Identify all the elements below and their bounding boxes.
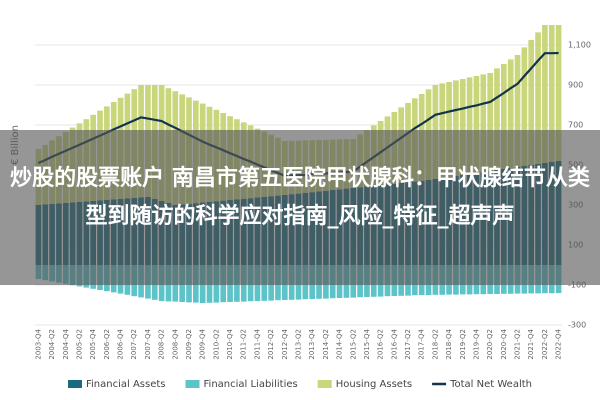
legend-swatch [68, 380, 82, 388]
bar [480, 74, 487, 172]
x-tick-label: 2009-Q4 [199, 328, 207, 359]
x-tick-label: 2013-Q4 [308, 328, 316, 359]
legend-swatch [317, 380, 332, 388]
x-tick-label: 2009-Q2 [185, 329, 193, 360]
x-tick-label: 2021-Q2 [514, 329, 522, 360]
bar [542, 25, 548, 163]
x-tick-label: 2011-Q2 [240, 329, 248, 360]
x-tick-label: 2019-Q2 [459, 329, 467, 360]
bar [507, 59, 514, 168]
x-tick-label: 2006-Q2 [103, 329, 111, 360]
y-tick-label: 1,100 [568, 41, 591, 50]
x-tick-label: 2007-Q4 [144, 328, 152, 359]
x-tick-label: 2017-Q4 [418, 328, 426, 359]
y-tick-label: 900 [568, 81, 583, 90]
bar [453, 80, 459, 176]
legend-label: Total Net Wealth [449, 379, 532, 390]
x-tick-label: 2012-Q4 [281, 328, 289, 359]
bar [487, 73, 493, 171]
x-tick-label: 2012-Q2 [267, 329, 275, 360]
x-tick-label: 2022-Q4 [555, 328, 563, 359]
y-tick-label: -100 [568, 281, 586, 290]
x-tick-label: 2011-Q4 [253, 328, 261, 359]
bar [501, 64, 507, 169]
bar [446, 82, 452, 177]
x-tick-label: 2014-Q4 [336, 328, 344, 359]
x-tick-label: 2018-Q2 [431, 329, 439, 360]
overlay-band [0, 130, 600, 285]
bar [521, 47, 528, 166]
bar [466, 77, 473, 174]
bar [494, 68, 500, 170]
x-tick-label: 2016-Q2 [377, 329, 385, 360]
bar [535, 32, 541, 165]
x-tick-label: 2019-Q4 [472, 328, 480, 359]
bar [514, 55, 521, 167]
x-tick-label: 2021-Q4 [527, 328, 535, 359]
x-tick-label: 2013-Q2 [295, 329, 303, 360]
overlay-title: 炒股的股票账户 南昌市第五医院甲状腺科：甲状腺结节从类型到随访的科学应对指南_风… [10, 166, 590, 229]
x-tick-label: 2008-Q4 [171, 328, 179, 359]
x-tick-label: 2006-Q4 [117, 328, 125, 359]
bar [548, 25, 555, 162]
x-tick-label: 2016-Q4 [390, 328, 398, 359]
bar [528, 40, 535, 165]
x-tick-label: 2020-Q2 [486, 329, 494, 360]
x-tick-label: 2004-Q2 [48, 329, 56, 360]
x-tick-label: 2004-Q4 [62, 328, 70, 359]
x-tick-label: 2005-Q2 [75, 329, 83, 360]
x-tick-label: 2005-Q4 [89, 328, 97, 359]
x-tick-label: 2018-Q4 [445, 328, 453, 359]
x-tick-label: 2014-Q2 [322, 329, 330, 360]
bar [473, 76, 480, 173]
bar [555, 25, 562, 161]
legend-label: Housing Assets [336, 379, 412, 390]
legend-swatch [185, 380, 200, 388]
x-tick-label: 2015-Q2 [349, 329, 357, 360]
x-tick-label: 2020-Q4 [500, 328, 508, 359]
x-tick-label: 2017-Q2 [404, 329, 412, 360]
y-tick-label: -300 [568, 321, 586, 330]
x-tick-label: 2003-Q4 [34, 328, 42, 359]
y-tick-label: 700 [568, 121, 583, 130]
x-tick-label: 2010-Q4 [226, 328, 234, 359]
legend-label: Financial Assets [86, 379, 166, 390]
x-tick-label: 2022-Q2 [541, 329, 549, 360]
bar [459, 79, 466, 175]
x-tick-label: 2015-Q4 [363, 328, 371, 359]
legend-label: Financial Liabilities [204, 379, 298, 390]
x-tick-label: 2007-Q2 [130, 329, 138, 360]
x-tick-label: 2008-Q2 [158, 329, 166, 360]
x-tick-label: 2010-Q2 [212, 329, 220, 360]
